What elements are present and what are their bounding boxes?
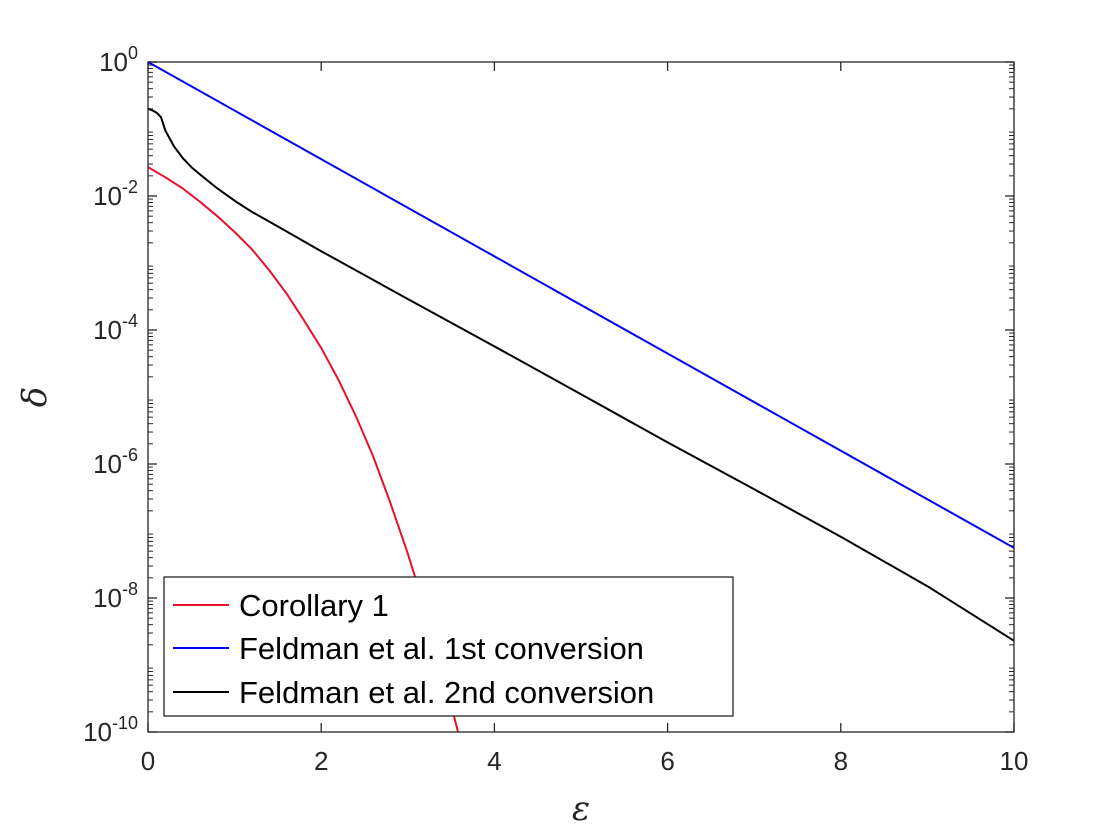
legend-box [163,576,734,717]
x-tick-label: 2 [314,746,328,776]
x-tick-labels: 0 2 4 6 8 10 [141,746,1029,776]
legend-label-1: Corollary 1 [239,588,389,623]
x-axis-label: ε [572,789,590,829]
y-tick-labels: 10-10 10-8 10-6 10-4 10-2 100 [83,43,138,747]
legend-items: Corollary 1 Feldman et al. 1st conversion… [173,588,654,710]
x-tick-label: 4 [487,746,501,776]
y-tick-label: 10-6 [93,445,138,479]
y-tick-label: 10-4 [93,311,138,345]
y-tick-label: 10-8 [93,579,138,613]
x-tick-label: 6 [660,746,674,776]
legend-label-2: Feldman et al. 1st conversion [239,631,644,666]
series-line-2 [148,62,1014,549]
legend-label-3: Feldman et al. 2nd conversion [239,675,654,710]
legend: Corollary 1 Feldman et al. 1st conversion… [163,576,734,717]
x-tick-label: 8 [834,746,848,776]
series-line-3 [148,107,1014,642]
y-axis-label: δ [15,387,55,407]
y-tick-label: 100 [99,43,138,77]
x-tick-label: 10 [1000,746,1029,776]
y-tick-label: 10-2 [93,177,138,211]
axes-box [147,61,1015,733]
y-tick-label: 10-10 [83,713,138,747]
x-tick-label: 0 [141,746,155,776]
minor-ticks [148,64,1014,713]
